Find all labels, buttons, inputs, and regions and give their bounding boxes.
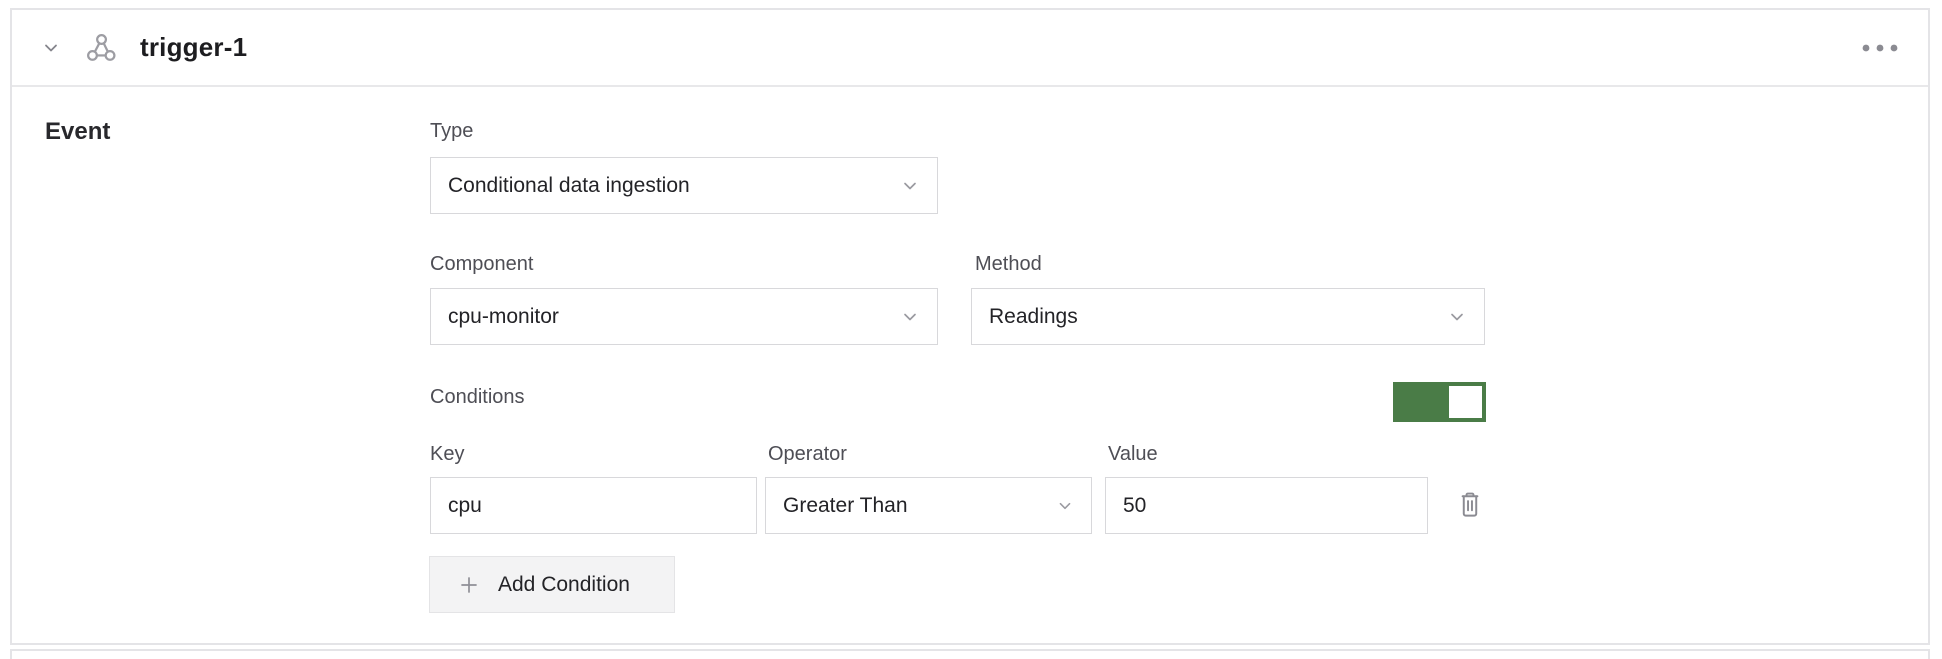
chevron-down-icon	[1446, 306, 1468, 328]
operator-label: Operator	[768, 443, 847, 465]
trash-icon	[1456, 490, 1484, 520]
next-card-top-edge	[10, 649, 1930, 659]
operator-select[interactable]: Greater Than	[765, 477, 1092, 534]
add-condition-label: Add Condition	[498, 572, 630, 596]
key-input[interactable]	[430, 477, 757, 534]
chevron-down-icon	[899, 175, 921, 197]
overflow-menu-button[interactable]	[1858, 33, 1902, 63]
collapse-button[interactable]	[38, 35, 64, 61]
component-select-value: cpu-monitor	[448, 304, 559, 328]
value-label: Value	[1108, 443, 1158, 465]
chevron-down-icon	[39, 36, 63, 60]
toggle-knob	[1449, 386, 1482, 418]
add-condition-button[interactable]: Add Condition	[429, 556, 675, 613]
plus-icon	[458, 574, 480, 596]
conditions-toggle[interactable]	[1393, 382, 1486, 422]
type-select[interactable]: Conditional data ingestion	[430, 157, 938, 214]
type-select-value: Conditional data ingestion	[448, 173, 690, 197]
trigger-card: trigger-1 Event Type Conditional data in…	[10, 8, 1930, 645]
event-section-label: Event	[45, 118, 111, 145]
method-label: Method	[975, 253, 1042, 275]
trigger-card-header: trigger-1	[12, 10, 1928, 87]
chevron-down-icon	[1055, 496, 1075, 516]
key-label: Key	[430, 443, 465, 465]
trigger-title: trigger-1	[140, 32, 248, 62]
chevron-down-icon	[899, 306, 921, 328]
component-label: Component	[430, 253, 534, 275]
type-label: Type	[430, 120, 474, 142]
ellipsis-horizontal-icon	[1861, 42, 1899, 54]
component-select[interactable]: cpu-monitor	[430, 288, 938, 345]
delete-condition-button[interactable]	[1450, 485, 1490, 525]
method-select[interactable]: Readings	[971, 288, 1485, 345]
value-input[interactable]	[1105, 477, 1428, 534]
webhook-icon	[84, 31, 118, 65]
method-select-value: Readings	[989, 304, 1078, 328]
operator-select-value: Greater Than	[783, 493, 908, 517]
trigger-card-body: Event Type Conditional data ingestion Co…	[12, 87, 1928, 643]
conditions-label: Conditions	[430, 386, 525, 408]
